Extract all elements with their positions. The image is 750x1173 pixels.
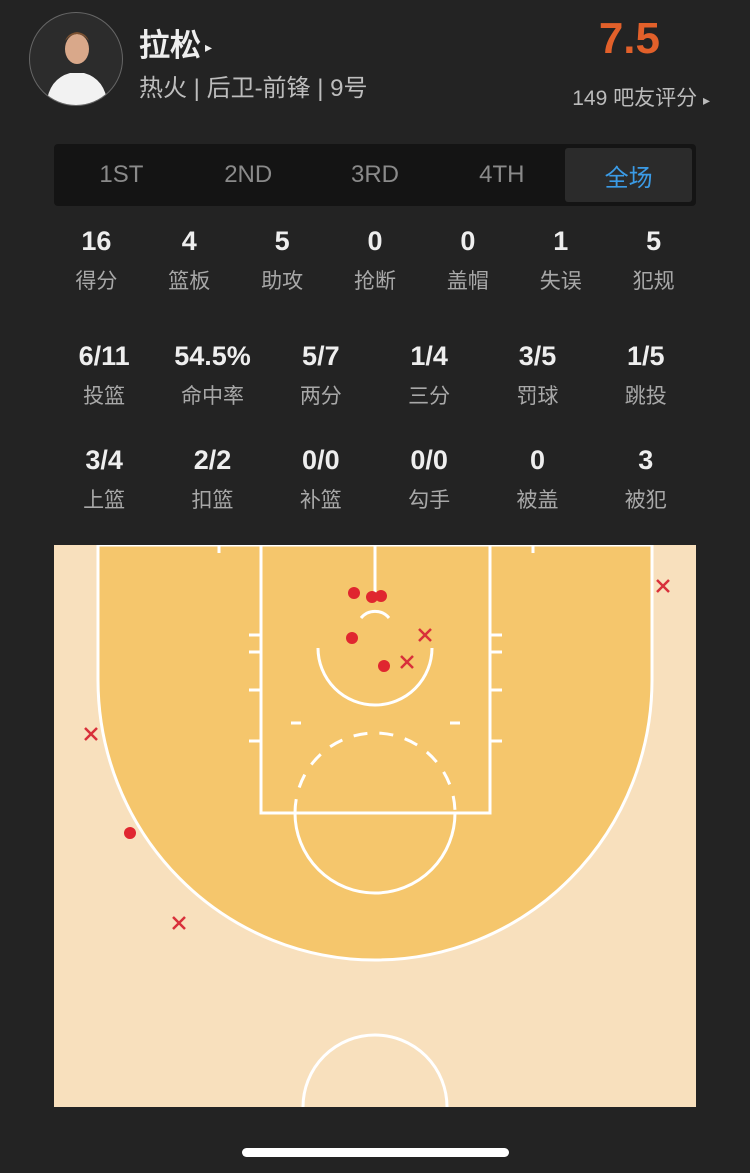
tab-period-3[interactable]: 4TH (479, 161, 525, 188)
stat-label: 罚球 (516, 385, 559, 408)
stats-row-shooting: 6/11 投篮 54.5% 命中率 5/7 两分 1/4 三分 3/5 罚球 1/5 跳投 (50, 341, 700, 410)
stat-value: 0/0 (410, 445, 448, 475)
stat-value: 5/7 (302, 341, 340, 371)
stat-cell: 54.5% 命中率 (158, 341, 266, 410)
stat-label: 上篮 (83, 489, 126, 512)
stat-cell: 1 失误 (514, 226, 607, 295)
tab-period-0[interactable]: 1ST (99, 161, 144, 188)
stat-value: 1/4 (410, 341, 448, 371)
stat-label: 投篮 (83, 385, 126, 408)
stat-cell: 1/5 跳投 (592, 341, 700, 410)
player-info: 热火 | 后卫-前锋 | 9号 (139, 75, 368, 102)
stat-value: 0 (529, 445, 545, 475)
shot-made-marker (346, 632, 358, 644)
stat-cell: 0 盖帽 (421, 226, 514, 295)
stat-value: 0/0 (302, 445, 340, 475)
tab-period-2[interactable]: 3RD (350, 161, 399, 188)
shot-made-marker (366, 591, 378, 603)
stats-row-shot-types: 3/4 上篮 2/2 扣篮 0/0 补篮 0/0 勾手 0 被盖 3 被犯 (50, 445, 700, 514)
stat-label: 盖帽 (446, 270, 489, 293)
stat-label: 篮板 (168, 270, 211, 293)
stat-value: 6/11 (78, 341, 130, 371)
shot-made-marker (348, 587, 360, 599)
stat-label: 被盖 (516, 489, 559, 512)
court-lines (217, 545, 535, 1107)
shot-made-marker (124, 827, 136, 839)
three-point-line (96, 545, 654, 962)
shot-made-marker (375, 590, 387, 602)
stat-cell: 0 抢断 (329, 226, 422, 295)
stat-value: 1 (553, 226, 569, 256)
shot-missed-marker (84, 727, 98, 741)
shot-missed-marker (400, 655, 414, 669)
stat-label: 扣篮 (191, 489, 234, 512)
stat-cell: 0/0 勾手 (375, 445, 483, 514)
stat-cell: 5 犯规 (607, 226, 700, 295)
stat-value: 3/5 (518, 341, 557, 371)
arrow-right-icon: ▸ (205, 39, 213, 56)
stat-value: 5 (274, 226, 290, 256)
stat-value: 5 (646, 226, 662, 256)
stat-cell: 5/7 两分 (267, 341, 375, 410)
stat-cell: 16 得分 (50, 226, 143, 295)
stat-label: 命中率 (180, 385, 244, 408)
raters-link[interactable]: 149 吧友评分 ▸ (572, 87, 710, 110)
tab-period-4[interactable]: 全场 (565, 148, 692, 202)
stat-value: 0 (460, 226, 476, 256)
stat-label: 失误 (539, 270, 582, 293)
shot-made-marker (378, 660, 390, 672)
stat-label: 跳投 (624, 385, 667, 408)
stat-cell: 3/4 上篮 (50, 445, 158, 514)
stat-value: 16 (81, 226, 112, 256)
stat-label: 两分 (299, 385, 342, 408)
stat-value: 2/2 (193, 445, 232, 475)
stat-label: 抢断 (354, 270, 396, 293)
player-rating: 7.5 (598, 14, 660, 63)
arrow-right-icon: ▸ (702, 92, 710, 108)
stat-cell: 1/4 三分 (375, 341, 483, 410)
stat-value: 3/4 (85, 445, 123, 475)
stat-cell: 3 被犯 (592, 445, 700, 514)
stat-label: 被犯 (624, 489, 667, 512)
stat-cell: 3/5 罚球 (483, 341, 591, 410)
shot-missed-marker (172, 916, 186, 930)
stat-label: 犯规 (632, 270, 675, 293)
home-indicator[interactable] (242, 1148, 509, 1157)
stat-value: 3 (638, 445, 654, 475)
stat-value: 0 (367, 226, 383, 256)
stat-label: 助攻 (261, 270, 304, 293)
shot-missed-marker (418, 628, 432, 642)
stat-cell: 0 被盖 (483, 445, 591, 514)
player-name[interactable]: 拉松 ▸ (139, 28, 213, 63)
stat-cell: 5 助攻 (236, 226, 329, 295)
stats-row-basic: 16 得分 4 篮板 5 助攻 0 抢断 0 盖帽 1 失误 5 犯规 (50, 226, 700, 295)
stat-label: 勾手 (408, 489, 451, 512)
stat-value: 4 (181, 226, 197, 256)
player-avatar[interactable] (29, 12, 123, 106)
stat-label: 三分 (408, 385, 451, 408)
stat-label: 补篮 (299, 489, 342, 512)
stat-label: 得分 (75, 270, 118, 293)
stat-value: 1/5 (627, 341, 665, 371)
shot-missed-marker (656, 579, 670, 593)
stat-value: 54.5% (174, 341, 251, 371)
period-tabs: 1ST 2ND 3RD 4TH 全场 (54, 144, 696, 206)
tab-period-1[interactable]: 2ND (224, 161, 273, 188)
shot-chart (54, 545, 696, 1107)
stat-cell: 2/2 扣篮 (158, 445, 266, 514)
stat-cell: 0/0 补篮 (267, 445, 375, 514)
stat-cell: 4 篮板 (143, 226, 236, 295)
stat-cell: 6/11 投篮 (50, 341, 158, 410)
